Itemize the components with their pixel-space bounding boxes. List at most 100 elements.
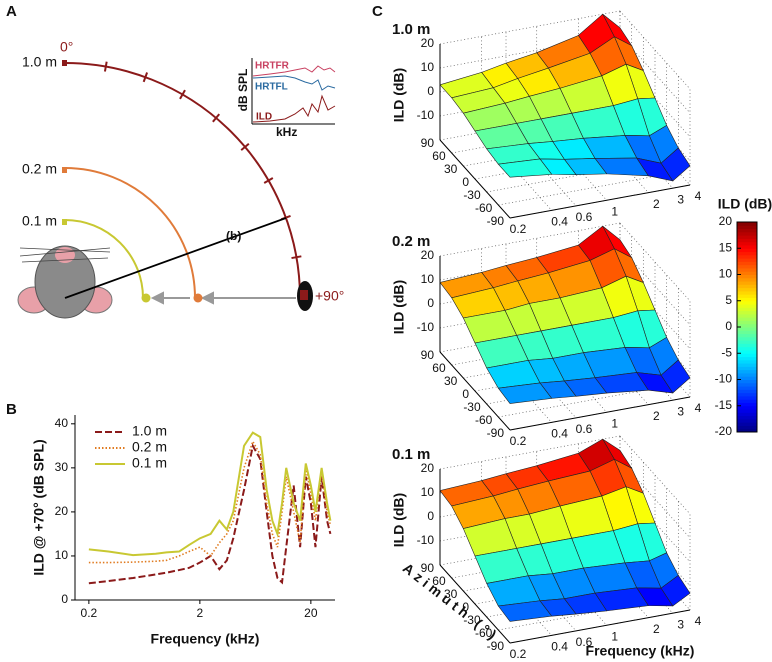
- head: [34, 245, 96, 319]
- z-tick-label: 20: [421, 248, 435, 262]
- x-axis-label: Frequency (kHz): [151, 631, 260, 647]
- marker: [62, 167, 67, 173]
- colorbar-step: [737, 327, 757, 331]
- x-tick-label: 0.4: [551, 427, 568, 441]
- legend-label: 0.1 m: [132, 455, 167, 471]
- marker: [62, 60, 67, 66]
- inset-legend: ILD: [256, 112, 272, 123]
- z-axis-label: ILD (dB): [391, 68, 407, 122]
- colorbar-step: [737, 418, 757, 423]
- colorbar-step: [737, 333, 757, 338]
- z-tick-label: 10: [421, 485, 435, 499]
- colorbar-tick-label: 15: [719, 240, 733, 254]
- legend-label: 0.2 m: [132, 439, 167, 455]
- grid-line: [439, 34, 621, 69]
- x-tick-label: 0.6: [576, 635, 593, 649]
- z-tick-label: 10: [421, 272, 435, 286]
- y-tick-label: 90: [421, 136, 435, 150]
- y-tick-label: 30: [444, 374, 458, 388]
- y-tick-label: 30: [55, 460, 69, 474]
- y-tick-label: -60: [475, 413, 493, 427]
- colorbar-step: [737, 412, 757, 417]
- colorbar-step: [737, 395, 757, 400]
- y-tick-label: 30: [444, 162, 458, 176]
- y-axis: [439, 351, 511, 431]
- grid-line: [498, 383, 679, 418]
- y-tick-label: -90: [487, 214, 505, 228]
- surface-patch: [497, 382, 553, 404]
- colorbar-step: [737, 356, 757, 361]
- z-tick-label: 10: [421, 60, 435, 74]
- y-tick-label: 0: [462, 387, 469, 401]
- y-tick-label: 20: [55, 504, 69, 518]
- grid-line: [439, 10, 621, 45]
- colorbar-step: [737, 353, 757, 358]
- x-tick-label: 0.4: [551, 640, 568, 654]
- colorbar-step: [737, 320, 757, 325]
- y-axis-label: ILD @ +70° (dB SPL): [31, 439, 47, 575]
- colorbar-tick-label: 5: [725, 293, 732, 307]
- y-tick-label: 60: [432, 149, 446, 163]
- panel-letter: A: [6, 3, 17, 20]
- y-tick-label: 30: [444, 587, 458, 601]
- colorbar-step: [737, 336, 757, 341]
- colorbar-step: [737, 290, 757, 295]
- x-tick-label: 3: [677, 617, 684, 631]
- z-tick-label: 0: [427, 509, 434, 523]
- inset-curve: [252, 94, 336, 123]
- arc-1m: [64, 62, 301, 299]
- arrows: [150, 291, 296, 305]
- series-line: [88, 442, 332, 585]
- colorbar-step: [737, 422, 757, 426]
- distance-label: 0.1 m: [22, 213, 57, 229]
- y-tick-label: -90: [487, 426, 505, 440]
- y-tick-label: -60: [475, 201, 493, 215]
- x-tick-label: 1: [611, 204, 618, 218]
- colorbar-step: [737, 402, 757, 407]
- x-tick-label: 0.2: [510, 434, 527, 448]
- colorbar-step: [737, 300, 757, 305]
- series-line: [88, 439, 332, 564]
- colorbar-step: [737, 428, 757, 433]
- colorbar-step: [737, 284, 757, 289]
- grid-line: [439, 222, 621, 257]
- inset-legend: HRTFR: [255, 61, 290, 72]
- colorbar-step: [737, 323, 757, 328]
- z-tick-label: -10: [417, 320, 435, 334]
- colorbar-step: [737, 379, 757, 384]
- colorbar-step: [737, 425, 757, 430]
- x-tick-label: 4: [695, 189, 702, 203]
- colorbar-step: [737, 389, 757, 394]
- x-tick-label: 20: [304, 606, 318, 620]
- z-tick-label: 0: [427, 296, 434, 310]
- grid-line: [486, 158, 667, 193]
- colorbar-step: [737, 294, 757, 298]
- colorbar-tick-label: -20: [715, 424, 733, 438]
- diagram: 1.0 m 0.2 m 0.1 m 0° +90° (b) dB SPL HRT…: [17, 39, 344, 319]
- colorbar-step: [737, 363, 757, 367]
- x-axis-label: Frequency (kHz): [586, 643, 695, 659]
- x-tick-label: 1: [611, 629, 618, 643]
- colorbar-step: [737, 346, 757, 351]
- angle-label: +90°: [315, 288, 344, 304]
- colorbar-step: [737, 258, 757, 262]
- grid-line: [439, 435, 621, 470]
- z-axis-label: ILD (dB): [391, 280, 407, 334]
- y-tick-label: 0: [462, 175, 469, 189]
- x-axis: [509, 396, 691, 431]
- y-axis: [439, 139, 511, 219]
- z-tick-label: 20: [421, 461, 435, 475]
- colorbar-step: [737, 409, 757, 413]
- colorbar-step: [737, 297, 757, 302]
- grid-line: [498, 171, 679, 206]
- x-tick-label: 0.2: [510, 222, 527, 236]
- colorbar-step: [737, 251, 757, 256]
- y-tick-label: 60: [432, 361, 446, 375]
- colorbar-step: [737, 281, 757, 285]
- y-tick-label: 0: [462, 600, 469, 614]
- x-tick-label: 0.2: [81, 606, 98, 620]
- colorbar-step: [737, 264, 757, 269]
- z-tick-label: -10: [417, 108, 435, 122]
- z-tick-label: 20: [421, 36, 435, 50]
